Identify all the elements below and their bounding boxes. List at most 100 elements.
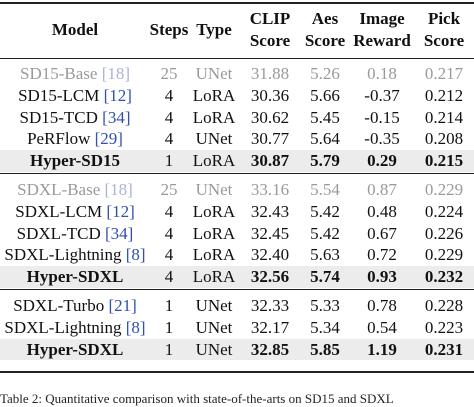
model-cell: Hyper-SDXL — [0, 266, 150, 288]
model-cell: SDXL-Lightning [8] — [0, 244, 150, 266]
citation: [34] — [104, 223, 134, 243]
value-cell: 0.208 — [424, 129, 464, 149]
table-row: SDXL-Lightning [8] 1 UNet 32.17 5.34 0.54 0.22… — [0, 317, 474, 339]
value-cell: 0.229 — [424, 180, 464, 199]
value-cell: 4 — [164, 267, 174, 287]
citation: [18] — [104, 180, 133, 199]
header-row: Model Steps Type CLIP Score Aes Score Image R… — [0, 6, 474, 54]
value-cell: 32.45 — [250, 223, 290, 243]
value-cell: 4 — [164, 85, 174, 105]
value-cell: 0.232 — [424, 267, 464, 287]
header-cell: Aes Score — [304, 9, 346, 50]
model-name: SD15-Base — [19, 64, 98, 83]
table-row: PeRFlow [29] 4 UNet 30.77 5.64 -0.35 0.208 — [0, 128, 474, 150]
header-cell: CLIP Score — [249, 9, 291, 50]
header-cell: Model — [51, 20, 99, 39]
table-row: SDXL-LCM [12] 4 LoRA 32.43 5.42 0.48 0.224 — [0, 201, 474, 223]
model-cell: Hyper-SDXL — [0, 339, 150, 361]
value-cell: 5.66 — [310, 85, 340, 105]
citation: [21] — [108, 296, 137, 315]
value-cell: 30.62 — [250, 107, 290, 127]
value-cell: 0.217 — [424, 64, 464, 83]
model-cell: SDXL-LCM [12] — [0, 201, 150, 223]
value-cell: UNet — [195, 129, 233, 149]
table-row: SD15-LCM [12] 4 LoRA 30.36 5.66 -0.37 0.212 — [0, 85, 474, 107]
value-cell: 0.48 — [367, 201, 397, 221]
model-cell: SDXL-Lightning [8] — [0, 317, 150, 339]
value-cell: LoRA — [192, 223, 236, 243]
table-row: SD15-Base [18] 25 UNet 31.88 5.26 0.18 0.217 — [0, 63, 474, 85]
value-cell: 0.54 — [367, 317, 397, 337]
model-name: SDXL-Base — [17, 180, 101, 199]
value-cell: UNet — [195, 339, 233, 359]
value-cell: 33.16 — [250, 180, 290, 199]
value-cell: 5.64 — [310, 129, 340, 149]
value-cell: -0.15 — [364, 107, 400, 127]
value-cell: 5.45 — [310, 107, 340, 127]
header-cell: Steps — [149, 20, 189, 39]
value-cell: 32.17 — [250, 317, 290, 337]
caption: Table 2: Quantitative comparison with st… — [0, 391, 394, 406]
value-cell: 0.18 — [367, 64, 397, 83]
table-row: Hyper-SD15 1 LoRA 30.87 5.79 0.29 0.215 — [0, 150, 474, 172]
value-cell: 32.40 — [250, 245, 290, 265]
model-cell: SDXL-Base [18] — [0, 179, 150, 201]
value-cell: 4 — [164, 129, 174, 149]
value-cell: 30.87 — [250, 151, 290, 171]
value-cell: 31.88 — [250, 64, 290, 83]
model-name: PeRFlow — [27, 129, 91, 149]
value-cell: 1 — [164, 317, 174, 337]
value-cell: 5.54 — [310, 180, 340, 199]
value-cell: -0.37 — [364, 85, 400, 105]
value-cell: 1 — [164, 151, 174, 171]
value-cell: 5.79 — [310, 151, 340, 171]
model-name: SDXL-TCD — [16, 223, 101, 243]
value-cell: 30.36 — [250, 85, 290, 105]
value-cell: 4 — [164, 201, 174, 221]
table-row: SDXL-TCD [34] 4 LoRA 32.45 5.42 0.67 0.226 — [0, 223, 474, 245]
bottom-rule — [0, 371, 474, 373]
model-cell: SDXL-Turbo [21] — [0, 295, 150, 317]
model-name: SDXL-LCM — [15, 201, 103, 221]
model-name: SD15-LCM — [18, 85, 100, 105]
value-cell: 0.93 — [367, 267, 397, 287]
rule — [0, 173, 474, 174]
citation: [29] — [94, 129, 123, 149]
value-cell: LoRA — [192, 107, 236, 127]
value-cell: 32.56 — [250, 267, 290, 287]
value-cell: 0.29 — [367, 151, 397, 171]
value-cell: 5.74 — [310, 267, 340, 287]
value-cell: 30.77 — [250, 129, 290, 149]
table-row: SDXL-Lightning [8] 4 LoRA 32.40 5.63 0.72 0.22… — [0, 244, 474, 266]
citation: [12] — [103, 85, 132, 105]
value-cell: 5.63 — [310, 245, 340, 265]
value-cell: 1.19 — [367, 339, 397, 359]
value-cell: 0.226 — [424, 223, 464, 243]
value-cell: 5.33 — [310, 296, 340, 315]
header-cell: Image Reward — [353, 9, 411, 50]
value-cell: 4 — [164, 223, 174, 243]
value-cell: 5.34 — [310, 317, 340, 337]
citation: [12] — [106, 201, 135, 221]
value-cell: 0.212 — [424, 85, 464, 105]
value-cell: UNet — [195, 64, 233, 83]
top-rule — [0, 2, 474, 4]
table-row: Hyper-SDXL 4 LoRA 32.56 5.74 0.93 0.232 — [0, 266, 474, 288]
model-name: Hyper-SDXL — [26, 267, 124, 287]
value-cell: LoRA — [192, 151, 236, 171]
value-cell: 32.33 — [250, 296, 290, 315]
value-cell: 32.43 — [250, 201, 290, 221]
model-cell: PeRFlow [29] — [0, 128, 150, 150]
value-cell: 4 — [164, 245, 174, 265]
model-name: SDXL-Turbo — [13, 296, 105, 315]
rule — [0, 289, 474, 290]
value-cell: LoRA — [192, 245, 236, 265]
model-name: SDXL-Lightning — [4, 245, 122, 265]
value-cell: 0.231 — [424, 339, 464, 359]
model-name: SDXL-Lightning — [4, 317, 122, 337]
value-cell: 32.85 — [250, 339, 290, 359]
value-cell: 5.85 — [310, 339, 340, 359]
value-cell: 5.42 — [310, 223, 340, 243]
table-row: Hyper-SDXL 1 UNet 32.85 5.85 1.19 0.231 — [0, 338, 474, 361]
